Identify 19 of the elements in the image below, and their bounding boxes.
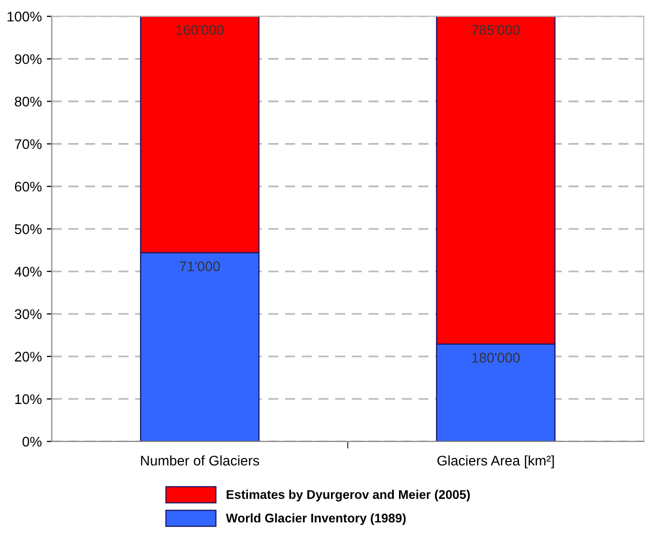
x-tick-label: Glaciers Area [km²] [437, 455, 554, 468]
y-tick-label: 0% [22, 436, 42, 447]
y-tick-label: 30% [14, 309, 42, 320]
y-tick-label: 50% [14, 224, 42, 234]
legend-label: World Glacier Inventory (1989) [226, 513, 406, 525]
y-tick-label: 100% [8, 12, 42, 22]
annotation: 180'000 [472, 352, 520, 363]
y-tick-label: 90% [14, 54, 42, 64]
y-tick-label: 40% [14, 266, 42, 277]
y-tick-label: 10% [15, 394, 42, 404]
y-tick-label: 80% [14, 96, 42, 107]
annotation: 160'000 [176, 25, 224, 35]
y-tick-label: 20% [14, 352, 42, 362]
annotation: 785'000 [472, 25, 520, 35]
x-tick-label: Number of Glaciers [141, 455, 260, 466]
annotation: 71'000 [180, 261, 220, 272]
y-tick-label: 70% [14, 139, 42, 150]
y-tick-label: 60% [14, 182, 42, 192]
legend-label: Estimates by Dyurgerov and Meier (2005) [226, 490, 470, 502]
